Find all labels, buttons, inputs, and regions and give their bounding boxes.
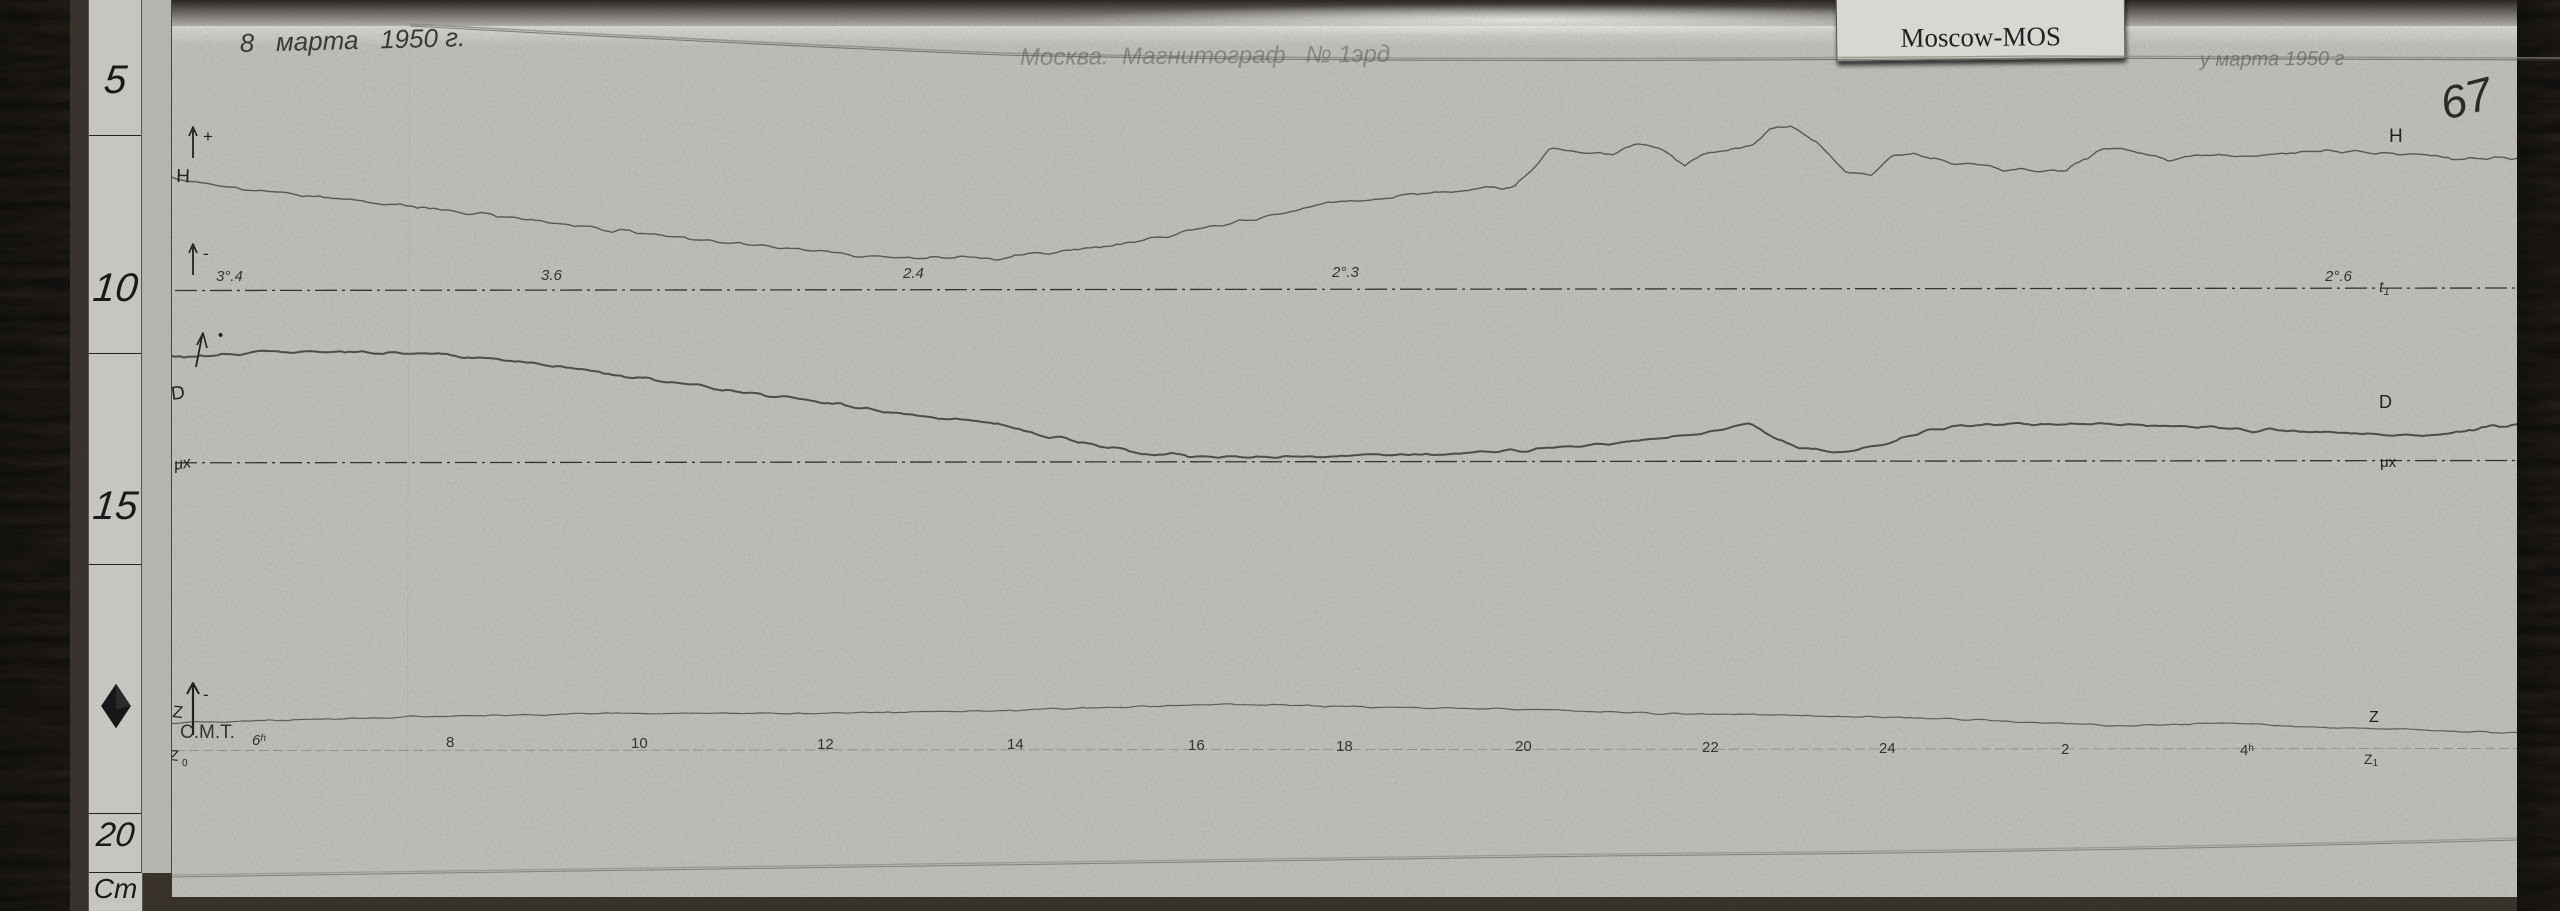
svg-text:у марта 1950 г: у марта 1950 г xyxy=(2198,48,2345,71)
svg-text:67: 67 xyxy=(2435,67,2499,130)
svg-text:8 марта 1950 г.: 8 марта 1950 г. xyxy=(239,22,465,58)
svg-text:Москва. Магнитограф № 1эрд: Москва. Магнитограф № 1эрд xyxy=(1020,41,1390,71)
